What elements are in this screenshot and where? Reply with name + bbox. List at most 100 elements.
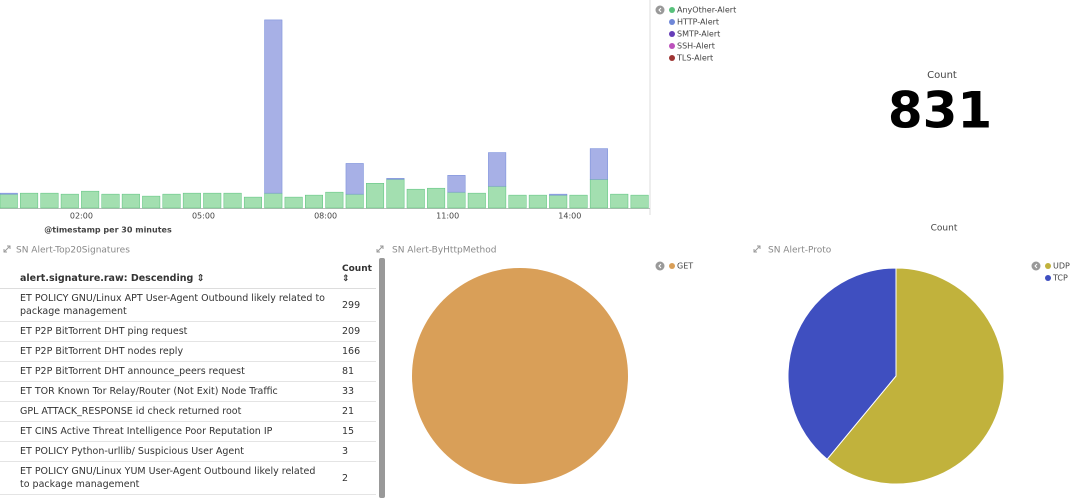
metric-value: 831 — [888, 82, 992, 140]
legend-label: TLS-Alert — [676, 54, 713, 63]
table-panel: alert.signature.raw: Descending ⇕ Count … — [0, 262, 376, 495]
bar — [345, 163, 364, 195]
bar — [630, 194, 649, 209]
signature-cell: ET POLICY Python-urllib/ Suspicious User… — [0, 441, 330, 462]
bar — [589, 148, 608, 180]
legend-toggle[interactable] — [655, 261, 665, 271]
bar — [264, 19, 283, 194]
bar — [386, 178, 405, 180]
legend-label: HTTP-Alert — [677, 18, 719, 27]
bar — [162, 193, 181, 209]
bar — [345, 193, 364, 209]
legend-swatch — [669, 31, 675, 37]
table-row: ET CINS Active Threat Intelligence Poor … — [0, 421, 376, 442]
signature-cell: ET POLICY GNU/Linux YUM User-Agent Outbo… — [0, 461, 330, 495]
x-tick-label: 02:00 — [70, 212, 93, 221]
signature-cell: ET P2P BitTorrent DHT announce_peers req… — [0, 361, 330, 382]
signature-table: alert.signature.raw: Descending ⇕ Count … — [0, 262, 376, 495]
bar — [589, 179, 608, 209]
table-row: ET POLICY Python-urllib/ Suspicious User… — [0, 441, 376, 462]
bar — [142, 195, 161, 209]
bar — [610, 193, 629, 209]
legend-swatch — [1045, 263, 1051, 269]
table-row: ET P2P BitTorrent DHT announce_peers req… — [0, 361, 376, 382]
bar — [447, 175, 466, 193]
legend-swatch — [1045, 275, 1051, 281]
x-axis-label: @timestamp per 30 minutes — [44, 226, 172, 235]
bar — [406, 188, 425, 209]
signature-cell: ET TOR Known Tor Relay/Router (Not Exit)… — [0, 381, 330, 402]
bar — [488, 152, 507, 187]
count-cell: 2 — [330, 461, 376, 495]
legend-swatch — [669, 55, 675, 61]
signature-cell: ET CINS Active Threat Intelligence Poor … — [0, 421, 330, 442]
x-tick-label: 05:00 — [192, 212, 215, 221]
count-cell: 209 — [330, 321, 376, 342]
bar — [467, 192, 486, 209]
table-row: ET POLICY GNU/Linux YUM User-Agent Outbo… — [0, 461, 376, 495]
pie-slice — [826, 267, 1005, 485]
x-tick-label: 14:00 — [558, 212, 581, 221]
count-cell: 21 — [330, 401, 376, 422]
bar — [203, 192, 222, 209]
bar — [182, 192, 201, 209]
legend-toggle[interactable] — [655, 5, 665, 15]
legend-toggle-icon — [658, 263, 662, 269]
signature-cell: ET P2P BitTorrent DHT nodes reply — [0, 341, 330, 362]
pie-slice — [412, 268, 628, 484]
legend-label: GET — [677, 262, 693, 271]
legend-toggle-icon — [1034, 263, 1038, 269]
bar — [0, 193, 18, 209]
bar — [264, 192, 283, 209]
bar — [549, 193, 568, 196]
count-cell: 3 — [330, 441, 376, 462]
bar — [223, 192, 242, 209]
expand-icons — [3, 245, 761, 253]
legend-label: AnyOther-Alert — [677, 6, 736, 15]
bar — [325, 191, 344, 209]
column-header[interactable]: Count ⇕ — [330, 262, 376, 289]
bar — [447, 191, 466, 209]
table-row: ET POLICY GNU/Linux APT User-Agent Outbo… — [0, 288, 376, 322]
signature-cell: ET POLICY GNU/Linux APT User-Agent Outbo… — [0, 288, 330, 322]
legend-toggle-icon — [658, 7, 662, 13]
metric-label: Count — [927, 70, 957, 81]
signature-cell: GPL ATTACK_RESPONSE id check returned ro… — [0, 401, 330, 422]
legend-toggle[interactable] — [1031, 261, 1041, 271]
bar — [386, 179, 405, 209]
bar — [488, 185, 507, 209]
column-header[interactable]: alert.signature.raw: Descending ⇕ — [0, 262, 330, 289]
count-cell: 299 — [330, 288, 376, 322]
legend-label: UDP — [1053, 262, 1070, 271]
bar — [243, 196, 262, 209]
bar — [569, 194, 588, 209]
legend-swatch — [669, 19, 675, 25]
signature-cell: ET P2P BitTorrent DHT ping request — [0, 321, 330, 342]
count-cell: 81 — [330, 361, 376, 382]
panel-title: SN Alert-Top20Signatures — [16, 246, 130, 256]
bar — [549, 194, 568, 209]
scrollbar[interactable] — [379, 258, 385, 498]
panel-title: SN Alert-ByHttpMethod — [392, 246, 496, 256]
bar — [366, 183, 385, 209]
table-row: GPL ATTACK_RESPONSE id check returned ro… — [0, 401, 376, 422]
legend-swatch — [669, 263, 675, 269]
bar — [284, 196, 303, 209]
legend-label: TCP — [1052, 274, 1068, 283]
bar — [20, 192, 39, 209]
table-row: ET P2P BitTorrent DHT nodes reply 166 — [0, 341, 376, 362]
count-cell: 33 — [330, 381, 376, 402]
pie-slice — [787, 267, 897, 460]
bar — [528, 194, 547, 209]
legend-swatch — [669, 7, 675, 13]
panel-title: SN Alert-Proto — [768, 246, 832, 256]
bar — [40, 192, 59, 209]
legend-label: SMTP-Alert — [677, 30, 720, 39]
count-cell: 15 — [330, 421, 376, 442]
bar — [508, 194, 527, 209]
bar — [81, 190, 100, 209]
bar — [60, 193, 79, 209]
pie-title: Count — [931, 224, 958, 234]
legend-label: SSH-Alert — [677, 42, 715, 51]
